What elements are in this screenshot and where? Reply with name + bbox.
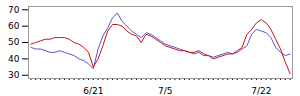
svg-text:40: 40: [8, 54, 20, 64]
svg-text:6/21: 6/21: [83, 86, 103, 96]
svg-text:7/5: 7/5: [158, 86, 172, 96]
svg-text:7/22: 7/22: [251, 86, 271, 96]
svg-text:50: 50: [8, 37, 20, 47]
svg-text:30: 30: [8, 70, 20, 80]
svg-text:70: 70: [8, 5, 20, 15]
svg-text:60: 60: [8, 21, 20, 31]
